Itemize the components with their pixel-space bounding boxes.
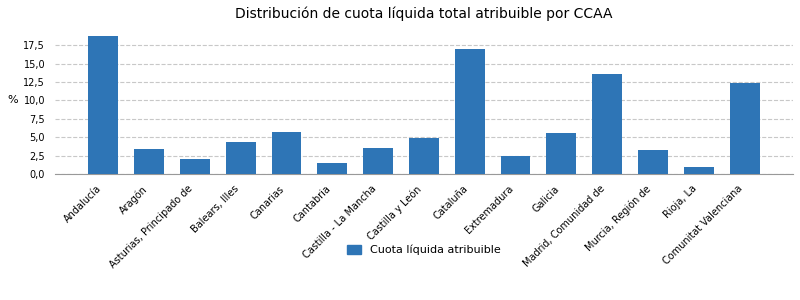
Bar [501,156,530,174]
Bar [546,133,576,174]
Bar [272,132,302,174]
Bar [180,158,210,174]
Bar [226,142,255,174]
Bar [684,167,714,174]
Bar [730,83,759,174]
Bar [363,148,393,174]
Title: Distribución de cuota líquida total atribuible por CCAA: Distribución de cuota líquida total atri… [235,7,613,21]
Bar [318,163,347,174]
Bar [134,149,164,174]
Legend: Cuota líquida atribuible: Cuota líquida atribuible [343,240,505,260]
Bar [88,36,118,174]
Bar [455,49,485,174]
Bar [592,74,622,174]
Bar [638,150,668,174]
Bar [409,138,439,174]
Y-axis label: %: % [7,95,18,105]
